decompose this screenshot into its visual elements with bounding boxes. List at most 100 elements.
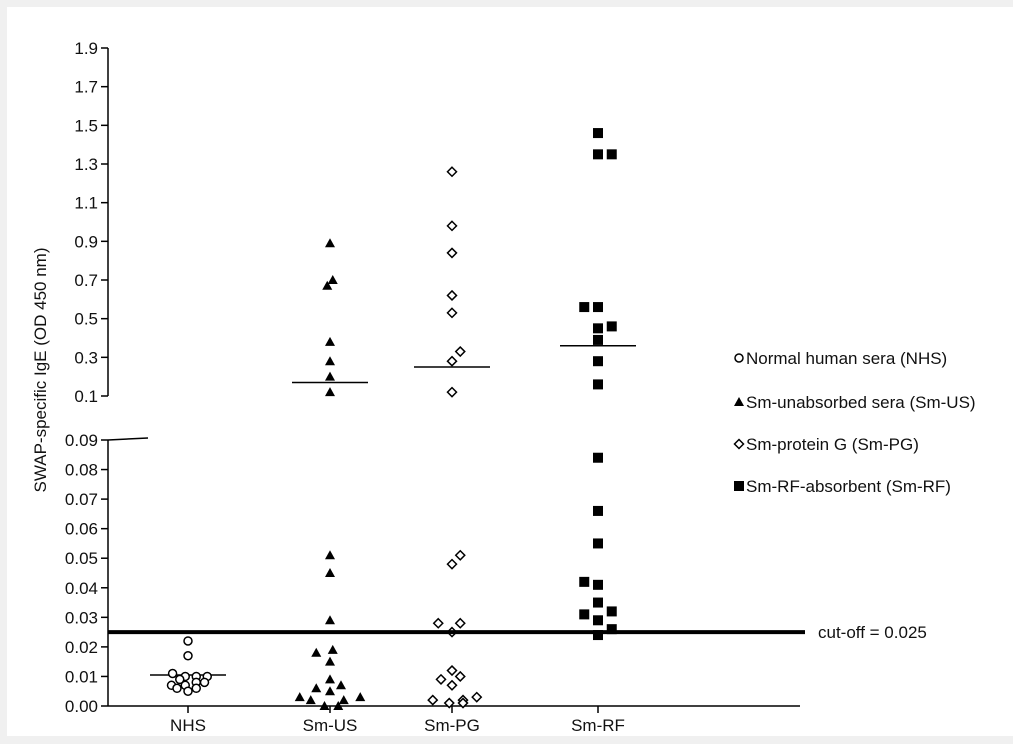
data-point bbox=[454, 670, 466, 683]
data-point bbox=[606, 606, 617, 617]
data-point bbox=[446, 679, 458, 691]
x-tick-label: NHS bbox=[170, 716, 206, 735]
data-point bbox=[593, 452, 603, 463]
data-point bbox=[593, 615, 603, 626]
y-tick-label: 0.00 bbox=[65, 697, 98, 716]
data-point bbox=[327, 644, 338, 654]
legend-marker bbox=[734, 353, 744, 363]
y-tick-label: 1.9 bbox=[74, 39, 98, 58]
data-point bbox=[579, 609, 590, 620]
y-tick-label: 0.3 bbox=[74, 348, 98, 367]
data-point bbox=[294, 692, 305, 702]
data-point bbox=[471, 691, 483, 703]
data-point bbox=[325, 336, 335, 346]
x-tick-label: Sm-PG bbox=[424, 716, 480, 735]
data-point bbox=[319, 701, 330, 710]
data-point bbox=[457, 697, 469, 709]
y-tick-label: 0.5 bbox=[74, 310, 98, 329]
data-point bbox=[593, 579, 603, 590]
legend: Normal human sera (NHS) Sm-unabsorbed ser… bbox=[733, 349, 976, 496]
data-point bbox=[338, 695, 349, 705]
data-point bbox=[333, 701, 344, 710]
data-point bbox=[446, 289, 458, 302]
plot-panel bbox=[7, 7, 1013, 736]
y-tick-label: 1.3 bbox=[74, 155, 98, 174]
data-point bbox=[325, 656, 335, 666]
data-point bbox=[183, 636, 193, 646]
cutoff-line-group: cut-off = 0.025 bbox=[108, 623, 927, 642]
y-tick-label: 0.7 bbox=[74, 271, 98, 290]
x-tick-label: Sm-RF bbox=[571, 716, 625, 735]
data-point bbox=[579, 576, 590, 587]
y-axis-label: SWAP-specific IgE (OD 450 nm) bbox=[31, 248, 50, 493]
data-point bbox=[355, 692, 366, 702]
legend-marker bbox=[733, 438, 745, 450]
data-point bbox=[593, 128, 603, 139]
y-tick-label: 0.1 bbox=[74, 387, 98, 406]
legend-label: Normal human sera (NHS) bbox=[746, 349, 947, 368]
data-point bbox=[593, 323, 603, 334]
data-point bbox=[199, 677, 210, 688]
y-tick-label: 0.03 bbox=[65, 608, 98, 627]
y-tick-label: 0.04 bbox=[65, 579, 98, 598]
data-point bbox=[579, 302, 590, 313]
data-point bbox=[454, 549, 466, 561]
lower-y-ticks: 0.00 0.01 0.02 0.03 0.04 0.05 0.06 0.07 0.08 0.09 bbox=[65, 431, 108, 716]
data-point bbox=[606, 321, 617, 332]
data-point bbox=[325, 371, 335, 381]
y-tick-label: 1.1 bbox=[74, 194, 98, 213]
legend-label: Sm-RF-absorbent (Sm-RF) bbox=[746, 477, 951, 496]
data-point bbox=[593, 149, 603, 160]
data-point bbox=[435, 673, 447, 685]
data-point bbox=[593, 538, 603, 549]
data-point bbox=[446, 386, 458, 398]
data-point bbox=[606, 149, 617, 160]
data-point bbox=[311, 683, 322, 693]
data-point bbox=[593, 505, 603, 516]
data-point bbox=[325, 238, 335, 248]
data-point bbox=[325, 686, 335, 696]
data-point bbox=[327, 275, 338, 284]
axis-break-mark bbox=[107, 437, 149, 441]
legend-label: Sm-protein G (Sm-PG) bbox=[746, 435, 919, 454]
data-point bbox=[443, 697, 455, 709]
data-point bbox=[325, 550, 335, 560]
data-point bbox=[325, 356, 335, 366]
data-point bbox=[446, 307, 458, 319]
legend-marker bbox=[734, 397, 744, 406]
data-point bbox=[593, 334, 603, 345]
data-point bbox=[175, 674, 185, 685]
data-point bbox=[325, 387, 335, 397]
y-tick-label: 0.09 bbox=[65, 431, 98, 450]
data-point bbox=[454, 617, 466, 629]
data-point bbox=[446, 220, 458, 232]
data-point bbox=[446, 664, 458, 677]
y-tick-label: 0.9 bbox=[74, 232, 98, 251]
data-point bbox=[446, 355, 458, 367]
data-point bbox=[183, 651, 193, 661]
data-point bbox=[325, 568, 335, 577]
data-point bbox=[427, 694, 439, 706]
data-point bbox=[191, 683, 201, 694]
data-point bbox=[446, 247, 458, 259]
data-point bbox=[167, 668, 178, 679]
y-tick-label: 0.01 bbox=[65, 667, 98, 686]
axes bbox=[107, 48, 800, 707]
upper-y-ticks: 0.1 0.3 0.5 0.7 0.9 1.1 1.3 1.5 1.7 1.9 bbox=[74, 39, 108, 406]
data-point bbox=[322, 280, 333, 290]
data-point bbox=[593, 630, 603, 641]
y-tick-label: 1.5 bbox=[74, 116, 98, 135]
data-point bbox=[593, 302, 603, 313]
cutoff-label: cut-off = 0.025 bbox=[818, 623, 927, 642]
y-tick-label: 0.07 bbox=[65, 490, 98, 509]
y-tick-label: 0.06 bbox=[65, 520, 98, 539]
legend-label: Sm-unabsorbed sera (Sm-US) bbox=[746, 393, 976, 412]
data-point bbox=[336, 680, 346, 690]
data-point bbox=[183, 686, 193, 696]
x-category-labels: NHS Sm-US Sm-PG Sm-RF bbox=[170, 706, 625, 735]
data-point bbox=[311, 647, 322, 657]
data-point bbox=[432, 617, 444, 629]
data-point bbox=[454, 345, 466, 358]
legend-marker bbox=[734, 481, 744, 491]
